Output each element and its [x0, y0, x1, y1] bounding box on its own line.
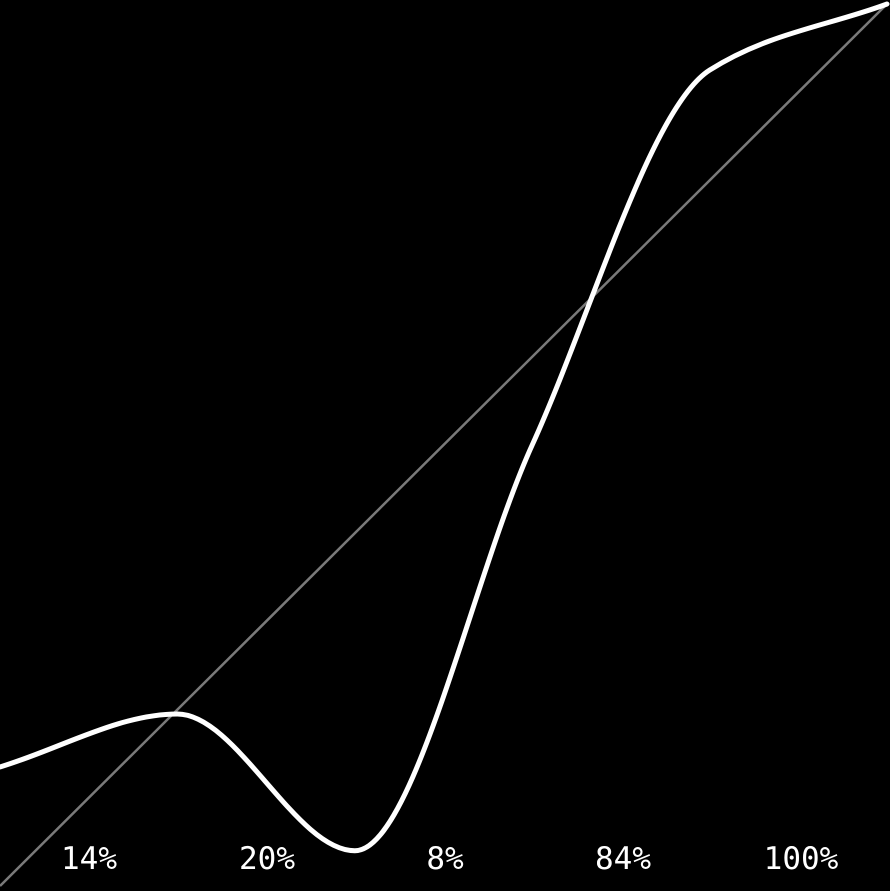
- point-label-5: 100%: [764, 841, 839, 877]
- point-label-4: 84%: [595, 841, 651, 877]
- reference-diagonal-line: [0, 3, 888, 887]
- point-labels: 14% 20% 8% 84% 100%: [61, 841, 839, 877]
- point-label-3: 8%: [426, 841, 464, 877]
- curve-series-line: [0, 1, 890, 854]
- point-label-1: 14%: [61, 841, 117, 877]
- point-label-2: 20%: [239, 841, 295, 877]
